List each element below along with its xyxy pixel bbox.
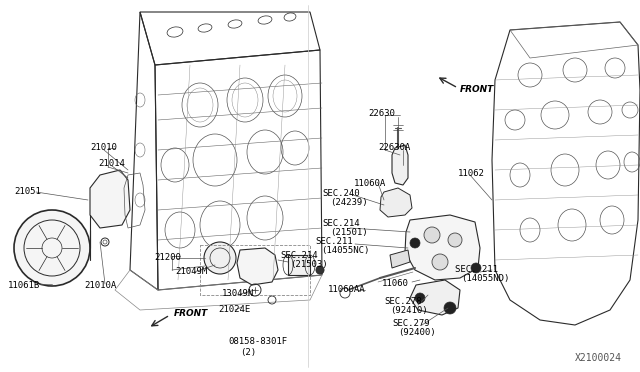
Ellipse shape — [204, 242, 236, 274]
Polygon shape — [288, 255, 310, 275]
Text: SEC.240: SEC.240 — [322, 189, 360, 199]
Ellipse shape — [316, 266, 324, 274]
Ellipse shape — [424, 227, 440, 243]
Text: 21049M: 21049M — [175, 267, 207, 276]
Text: (21503): (21503) — [290, 260, 328, 269]
Text: 08158-8301F: 08158-8301F — [228, 337, 287, 346]
Text: SEC.214: SEC.214 — [322, 218, 360, 228]
Text: FRONT: FRONT — [174, 308, 208, 317]
Text: 13049N: 13049N — [222, 289, 254, 298]
Text: 21024E: 21024E — [218, 305, 250, 314]
Text: 21014: 21014 — [98, 158, 125, 167]
Text: 11062: 11062 — [458, 169, 485, 177]
Text: SEC.214: SEC.214 — [280, 251, 317, 260]
Text: (92410): (92410) — [390, 307, 428, 315]
Ellipse shape — [14, 210, 90, 286]
Text: FRONT: FRONT — [460, 86, 494, 94]
Ellipse shape — [432, 254, 448, 270]
Text: (14055NC): (14055NC) — [321, 247, 369, 256]
Text: 21051: 21051 — [14, 187, 41, 196]
Polygon shape — [237, 248, 278, 285]
Text: (92400): (92400) — [398, 327, 436, 337]
Text: (14055ND): (14055ND) — [461, 275, 509, 283]
Ellipse shape — [471, 263, 481, 273]
Text: 22630A: 22630A — [378, 144, 410, 153]
Text: 21010: 21010 — [90, 144, 117, 153]
Text: 21010A: 21010A — [84, 282, 116, 291]
Text: SEC.211: SEC.211 — [315, 237, 353, 247]
Text: 11060AA: 11060AA — [328, 285, 365, 295]
Text: SEC. 211: SEC. 211 — [455, 266, 498, 275]
Polygon shape — [405, 215, 480, 280]
Text: (21501): (21501) — [330, 228, 367, 237]
Text: 21200: 21200 — [154, 253, 181, 262]
Text: X2100024: X2100024 — [575, 353, 622, 363]
Polygon shape — [390, 250, 410, 268]
Ellipse shape — [444, 302, 456, 314]
Text: (2): (2) — [240, 347, 256, 356]
Text: 11061B: 11061B — [8, 282, 40, 291]
Text: 11060A: 11060A — [354, 179, 387, 187]
Text: 11060: 11060 — [382, 279, 409, 288]
Polygon shape — [90, 170, 130, 228]
Text: SEC.279: SEC.279 — [392, 318, 429, 327]
Polygon shape — [410, 280, 460, 315]
Ellipse shape — [415, 293, 425, 303]
Polygon shape — [392, 145, 408, 185]
Text: 22630: 22630 — [368, 109, 395, 118]
Text: (24239): (24239) — [330, 199, 367, 208]
Ellipse shape — [410, 238, 420, 248]
Polygon shape — [380, 188, 412, 217]
Ellipse shape — [448, 233, 462, 247]
Text: SEC.278: SEC.278 — [384, 298, 422, 307]
